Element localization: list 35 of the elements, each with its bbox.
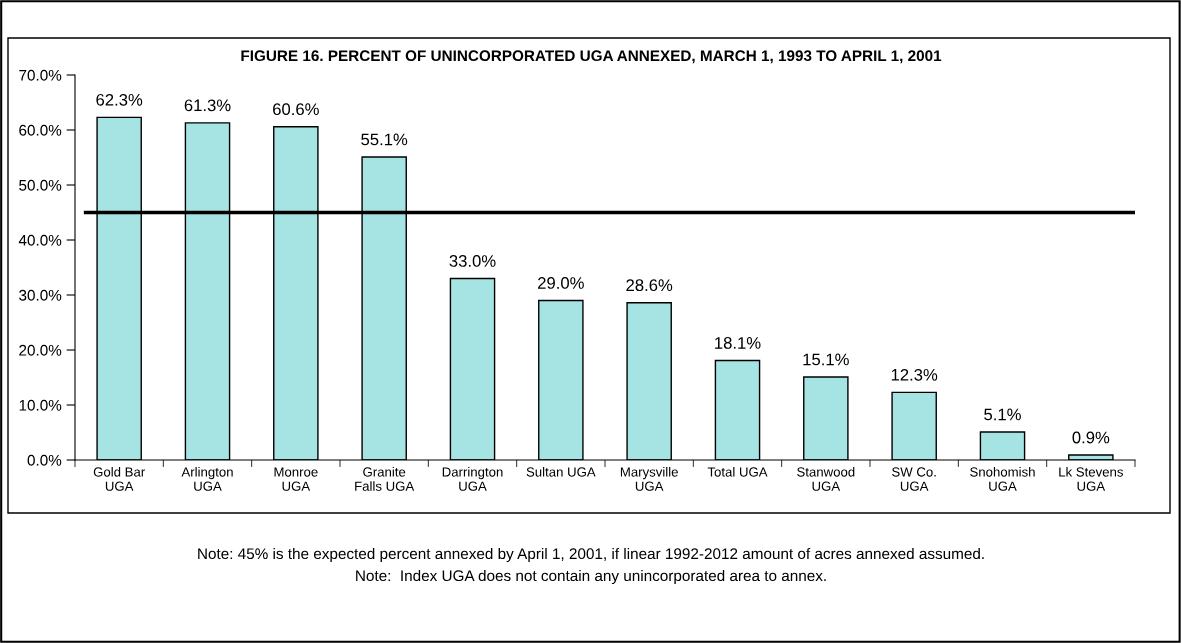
x-tick-label: Darrington UGA — [442, 466, 503, 491]
y-tick-label: 40.0% — [18, 234, 62, 246]
y-tick-label: 50.0% — [19, 179, 62, 191]
text: Note: 45% is the expected percent annexed by April 1, 2001, if linear 1992-2012 amount of acres annexed assumed. — [198, 547, 984, 563]
data-label: 0.9% — [1072, 431, 1110, 444]
x-tick-label: Lk Stevens UGA — [1059, 466, 1123, 491]
data-label: 29.0% — [538, 277, 584, 289]
data-label: 5.1% — [984, 408, 1021, 421]
x-tick-label: Marysville UGA — [620, 466, 678, 491]
data-label: 18.1% — [715, 337, 761, 349]
x-tick-label: Gold Bar UGA — [93, 466, 145, 491]
data-label: 61.3% — [184, 99, 231, 112]
x-tick-label: Stanwood UGA — [797, 466, 855, 491]
x-tick-label: Total UGA — [707, 466, 768, 477]
x-tick-label: Monroe UGA — [274, 467, 318, 491]
data-label: 33.0% — [449, 255, 496, 267]
y-tick-label: 10.0% — [19, 399, 62, 411]
data-label: 28.6% — [626, 279, 673, 292]
y-tick-label: 70.0% — [19, 69, 62, 81]
data-label: 62.3% — [96, 93, 143, 106]
x-tick-label: SW Co. UGA — [892, 467, 936, 491]
y-tick-label: 0.0% — [27, 454, 62, 466]
y-tick-label: 20.0% — [19, 344, 62, 356]
x-tick-label: Snohomish UGA — [970, 466, 1035, 491]
y-tick-label: 30.0% — [19, 289, 62, 301]
data-label: 12.3% — [891, 368, 938, 381]
x-tick-label: Sultan UGA — [526, 466, 596, 477]
x-tick-label: Granite Falls UGA — [355, 466, 415, 491]
x-tick-label: Arlington UGA — [181, 466, 233, 491]
data-label: 55.1% — [361, 133, 408, 146]
data-label: 15.1% — [803, 353, 849, 366]
chart-title: FIGURE 16. PERCENT OF UNINCORPORATED UGA ANNEXED, MARCH 1, 1993 TO APRIL 1, 2001 — [241, 50, 942, 64]
text: Note: Index UGA does not contain any unincorporated area to annex. — [356, 569, 826, 585]
y-tick-label: 60.0% — [19, 124, 62, 136]
data-label: 60.6% — [273, 103, 319, 116]
